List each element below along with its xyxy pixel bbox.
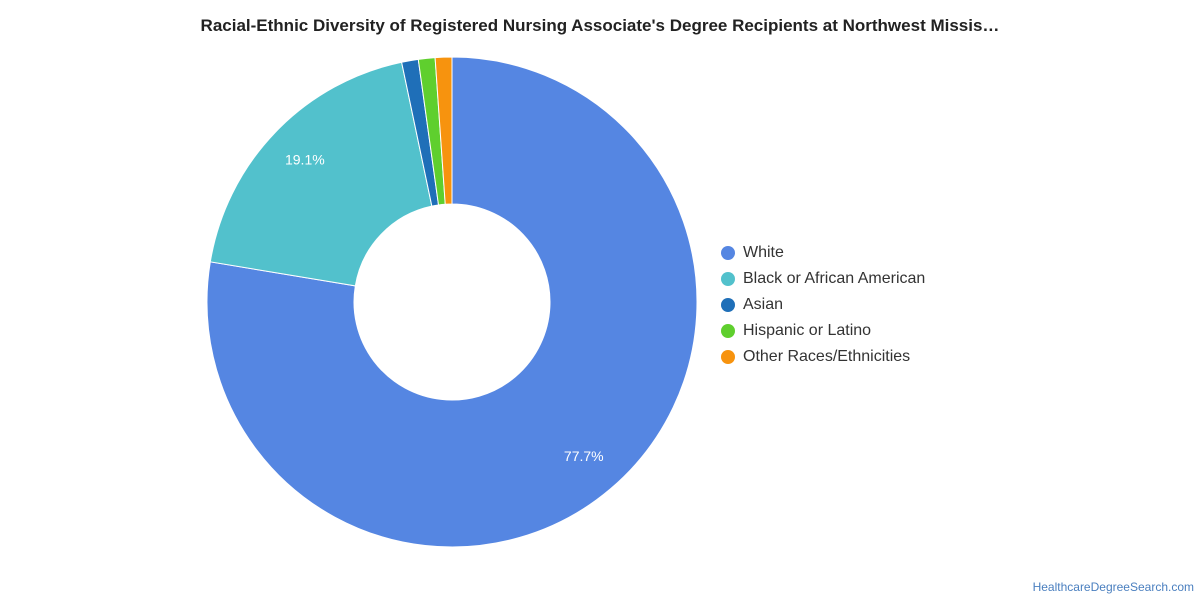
legend-label: White bbox=[743, 244, 784, 261]
legend-item[interactable]: Other Races/Ethnicities bbox=[721, 344, 925, 370]
legend-label: Asian bbox=[743, 296, 784, 313]
source-link[interactable]: HealthcareDegreeSearch.com bbox=[1032, 580, 1194, 594]
legend-swatch bbox=[721, 298, 735, 312]
legend-swatch bbox=[721, 246, 735, 260]
legend-swatch bbox=[721, 272, 735, 286]
legend-item[interactable]: Black or African American bbox=[721, 266, 925, 292]
legend-item[interactable]: Asian bbox=[721, 292, 925, 318]
legend-swatch bbox=[721, 350, 735, 364]
legend-item[interactable]: Hispanic or Latino bbox=[721, 318, 925, 344]
legend-swatch bbox=[721, 324, 735, 338]
data-label: 77.7% bbox=[564, 448, 604, 464]
slice-other-races-ethnicities[interactable] bbox=[434, 56, 453, 205]
chart-legend: White Black or African American Asian Hispa… bbox=[721, 240, 925, 370]
slice-black-or-african-american[interactable] bbox=[209, 61, 433, 287]
legend-label: Hispanic or Latino bbox=[743, 322, 872, 339]
legend-label: Black or African American bbox=[743, 270, 926, 287]
data-label: 19.1% bbox=[285, 152, 325, 168]
legend-label: Other Races/Ethnicities bbox=[743, 348, 911, 365]
slice-white[interactable] bbox=[206, 56, 698, 548]
chart-title: Racial-Ethnic Diversity of Registered Nu… bbox=[200, 16, 1000, 35]
legend-item[interactable]: White bbox=[721, 240, 925, 266]
